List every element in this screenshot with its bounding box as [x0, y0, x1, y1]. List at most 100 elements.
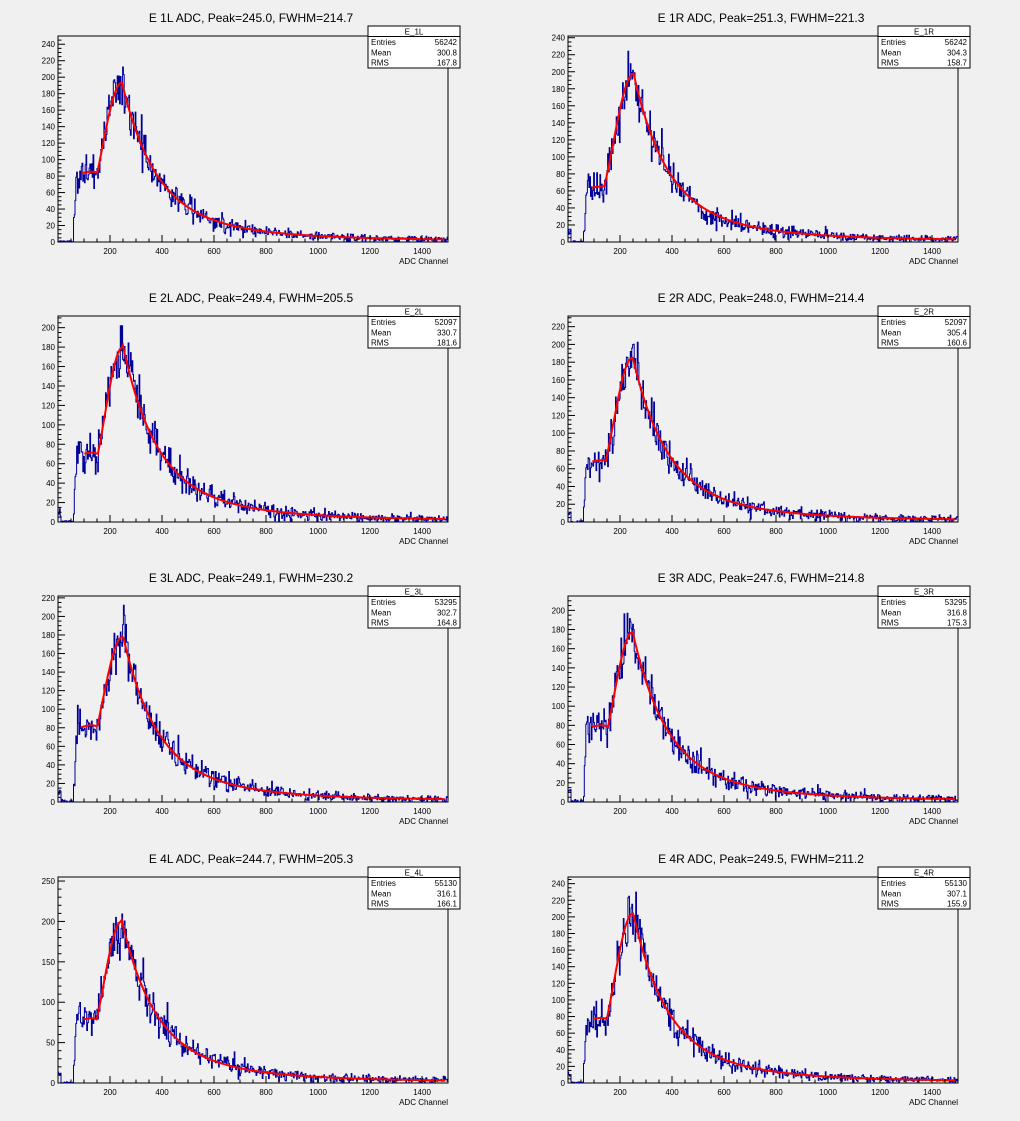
- x-tick-label: 200: [613, 247, 627, 256]
- x-tick-label: 800: [259, 527, 273, 536]
- x-tick-label: 1000: [819, 807, 837, 816]
- stats-box: E_3L Entries 53295 Mean 302.7 RMS 164.8: [367, 585, 461, 629]
- stats-box: E_1R Entries 56242 Mean 304.3 RMS 158.7: [877, 25, 971, 69]
- stats-rms-label: RMS: [371, 619, 389, 628]
- y-tick-label: 160: [552, 102, 566, 111]
- y-tick-label: 0: [51, 798, 56, 807]
- y-tick-label: 60: [556, 741, 565, 750]
- y-tick-label: 80: [556, 721, 565, 730]
- stats-box: E_4R Entries 55130 Mean 307.1 RMS 155.9: [877, 866, 971, 910]
- y-tick-label: 200: [42, 324, 56, 333]
- y-tick-label: 200: [42, 612, 56, 621]
- x-tick-label: 1400: [923, 247, 941, 256]
- y-tick-label: 120: [42, 139, 56, 148]
- stats-box-title: E_1L: [405, 28, 424, 37]
- y-tick-label: 120: [552, 136, 566, 145]
- x-tick-label: 1200: [871, 1088, 889, 1097]
- x-tick-label: 1000: [819, 527, 837, 536]
- x-tick-label: 200: [103, 247, 117, 256]
- y-tick-label: 180: [552, 85, 566, 94]
- x-tick-label: 1200: [871, 527, 889, 536]
- x-tick-label: 600: [207, 527, 221, 536]
- y-tick-label: 180: [552, 358, 566, 367]
- x-tick-label: 600: [207, 1088, 221, 1097]
- y-tick-label: 160: [552, 645, 566, 654]
- y-tick-label: 200: [552, 913, 566, 922]
- fit-curve: [83, 917, 446, 1082]
- stats-box: E_2L Entries 52097 Mean 330.7 RMS 181.6: [367, 305, 461, 349]
- y-tick-label: 100: [42, 705, 56, 714]
- stats-box-title: E_1R: [914, 28, 934, 37]
- y-tick-label: 160: [552, 376, 566, 385]
- stats-box: E_1L Entries 56242 Mean 300.8 RMS 167.8: [367, 25, 461, 69]
- x-tick-label: 200: [613, 1088, 627, 1097]
- x-tick-label: 800: [769, 807, 783, 816]
- y-tick-label: 20: [556, 500, 565, 509]
- x-tick-label: 1400: [923, 807, 941, 816]
- y-tick-label: 60: [556, 1029, 565, 1038]
- x-tick-label: 400: [155, 527, 169, 536]
- y-tick-label: 50: [46, 1039, 55, 1048]
- x-tick-label: 1000: [309, 247, 327, 256]
- stats-rms-value: 166.1: [437, 900, 458, 909]
- y-tick-label: 140: [42, 668, 56, 677]
- y-tick-label: 240: [552, 34, 566, 43]
- stats-mean-value: 316.1: [437, 889, 458, 898]
- y-tick-label: 180: [552, 626, 566, 635]
- x-tick-label: 600: [717, 807, 731, 816]
- stats-rms-value: 181.6: [437, 339, 458, 348]
- fit-curve: [592, 356, 956, 521]
- stats-entries-label: Entries: [881, 879, 906, 888]
- x-tick-label: 200: [103, 527, 117, 536]
- x-tick-label: 1000: [309, 807, 327, 816]
- stats-entries-value: 56242: [945, 38, 968, 47]
- x-tick-label: 1200: [871, 807, 889, 816]
- x-tick-label: 400: [665, 807, 679, 816]
- x-tick-label: 200: [613, 527, 627, 536]
- stats-mean-value: 307.1: [947, 889, 968, 898]
- y-tick-label: 250: [42, 877, 56, 886]
- stats-rms-label: RMS: [371, 59, 389, 68]
- y-tick-label: 80: [556, 170, 565, 179]
- y-tick-label: 0: [561, 518, 566, 527]
- y-tick-label: 60: [46, 742, 55, 751]
- x-tick-label: 1400: [413, 807, 431, 816]
- stats-entries-label: Entries: [881, 38, 906, 47]
- y-tick-label: 220: [552, 323, 566, 332]
- stats-box-title: E_4R: [914, 869, 934, 878]
- x-axis-label: ADC Channel: [909, 817, 958, 826]
- stats-mean-label: Mean: [371, 889, 391, 898]
- x-tick-label: 600: [207, 807, 221, 816]
- x-tick-label: 200: [613, 807, 627, 816]
- x-tick-label: 1200: [871, 247, 889, 256]
- stats-rms-value: 167.8: [437, 59, 458, 68]
- y-tick-label: 200: [552, 340, 566, 349]
- histogram-series: [57, 913, 448, 1084]
- stats-rms-label: RMS: [881, 619, 899, 628]
- histogram-series: [567, 50, 958, 243]
- histogram-series: [567, 341, 958, 523]
- y-tick-label: 40: [556, 1046, 565, 1055]
- y-tick-label: 220: [42, 594, 56, 603]
- x-tick-label: 1000: [819, 1088, 837, 1097]
- x-tick-label: 800: [259, 807, 273, 816]
- y-tick-label: 140: [42, 382, 56, 391]
- x-tick-label: 1400: [413, 247, 431, 256]
- x-tick-label: 600: [717, 527, 731, 536]
- stats-rms-label: RMS: [881, 900, 899, 909]
- y-tick-label: 200: [552, 68, 566, 77]
- y-tick-label: 100: [552, 429, 566, 438]
- stats-box-title: E_2R: [914, 308, 934, 317]
- y-tick-label: 140: [42, 123, 56, 132]
- x-tick-label: 1000: [309, 527, 327, 536]
- y-tick-label: 60: [46, 189, 55, 198]
- y-tick-label: 0: [51, 1079, 56, 1088]
- y-tick-label: 20: [46, 499, 55, 508]
- stats-mean-value: 316.8: [947, 608, 968, 617]
- y-tick-label: 120: [552, 411, 566, 420]
- stats-rms-label: RMS: [881, 59, 899, 68]
- y-tick-label: 40: [46, 205, 55, 214]
